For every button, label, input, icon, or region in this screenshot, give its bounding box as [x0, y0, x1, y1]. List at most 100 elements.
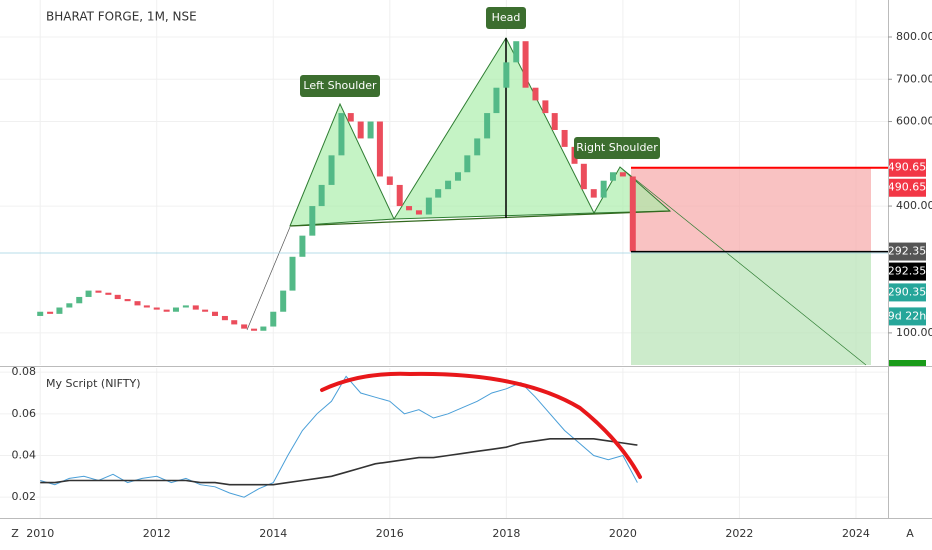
candle	[357, 121, 364, 139]
stop-label: 490.65	[888, 181, 927, 194]
candle	[280, 290, 287, 312]
candle	[542, 100, 549, 114]
indicator-line	[40, 375, 638, 498]
neckline	[289, 210, 671, 227]
candle	[338, 113, 345, 156]
y-tick-label: 800.00	[896, 30, 932, 43]
button-z[interactable]: Z	[11, 527, 19, 540]
button-a[interactable]: A	[906, 527, 914, 540]
entry-label-box	[889, 262, 926, 281]
candle	[114, 294, 121, 300]
risk-box	[631, 167, 871, 251]
indicator	[40, 375, 638, 498]
candle	[386, 176, 393, 185]
candle	[299, 235, 306, 257]
entry-label: 292.35	[888, 265, 927, 278]
candle	[66, 303, 73, 308]
candle	[396, 184, 403, 207]
y-tick-label: 0.06	[12, 407, 37, 420]
candle	[143, 305, 150, 308]
y-tick-label: 0.04	[12, 449, 37, 462]
candle	[212, 311, 219, 316]
candle	[172, 307, 179, 312]
candle	[435, 189, 442, 198]
last-price-label: 290.35	[888, 285, 927, 298]
x-tick-label: 2018	[492, 527, 520, 540]
candle	[513, 41, 520, 63]
x-tick-label: 2020	[609, 527, 637, 540]
candle	[105, 292, 112, 295]
countdown-label: 9d 22h	[888, 309, 926, 322]
candle	[260, 326, 267, 331]
annotation: Left Shoulder	[303, 79, 377, 92]
candle	[347, 113, 354, 122]
marker	[889, 360, 926, 366]
head-area	[393, 36, 595, 220]
corner	[0, 519, 30, 550]
candle	[590, 189, 597, 198]
candle	[503, 62, 510, 88]
candle	[454, 172, 461, 181]
y-tick-label: 0.08	[12, 365, 37, 378]
stop-label-box	[889, 178, 926, 197]
candle	[619, 172, 626, 177]
candle	[192, 305, 199, 310]
candle	[309, 206, 316, 236]
y-tick-label: 0.02	[12, 490, 37, 503]
candle	[95, 290, 102, 293]
trend-line	[246, 226, 291, 331]
candle	[56, 307, 63, 314]
candle	[85, 290, 92, 297]
candle	[600, 180, 607, 198]
candle	[37, 311, 44, 316]
candle	[47, 311, 54, 314]
candle	[464, 155, 471, 173]
y-tick-label: 700.00	[896, 72, 932, 85]
annotation: Head	[492, 11, 521, 24]
label-box	[300, 75, 380, 97]
candle	[76, 296, 83, 304]
candle	[202, 309, 209, 312]
levels: 490.65 490.65 292.35 292.35 290.35 9d 22h	[631, 158, 927, 326]
candle	[367, 121, 374, 139]
candle	[522, 41, 529, 88]
y-tick-label: 600.00	[896, 115, 932, 128]
label-box	[574, 137, 660, 159]
drawn-arc	[320, 371, 642, 479]
candle	[406, 206, 413, 211]
candle	[376, 121, 383, 177]
candle	[153, 307, 160, 310]
candle	[251, 328, 258, 331]
candle	[493, 87, 500, 114]
last-price-label-box	[889, 283, 926, 302]
y-tick-label: 100.00	[896, 326, 932, 339]
candle	[163, 309, 170, 312]
x-tick-label: 2016	[376, 527, 404, 540]
candle	[134, 301, 141, 306]
candle	[551, 113, 558, 130]
target-line	[619, 166, 867, 366]
candle	[629, 176, 636, 252]
candle	[221, 315, 228, 321]
candle	[580, 163, 587, 190]
stop-label: 490.65	[888, 161, 927, 174]
candle	[474, 138, 481, 156]
x-tick-label: 2010	[26, 527, 54, 540]
annotation: Right Shoulder	[576, 141, 658, 154]
candle	[484, 113, 491, 139]
candle	[270, 311, 277, 327]
chart-title: BHARAT FORGE, 1M, NSE	[46, 10, 197, 24]
x-tick-label: 2024	[842, 527, 870, 540]
candle	[561, 129, 568, 147]
y-tick-label: 400.00	[896, 199, 932, 212]
label-box	[486, 7, 526, 29]
x-tick-label: 2012	[143, 527, 171, 540]
entry-label: 292.35	[888, 245, 927, 258]
candle	[425, 197, 432, 215]
indicator-line	[40, 438, 638, 486]
indicator-title: My Script (NIFTY)	[46, 377, 141, 390]
entry-label-box	[889, 242, 926, 261]
left-shoulder-area	[289, 102, 395, 227]
x-tick-label: 2022	[725, 527, 753, 540]
